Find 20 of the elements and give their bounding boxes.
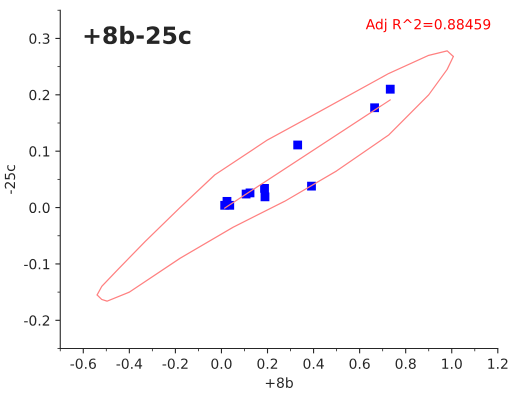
y-tick-label: -0.1	[24, 258, 50, 270]
x-tick-label: 0.4	[303, 358, 324, 369]
x-tick-label: -0.4	[116, 358, 142, 369]
x-tick-label: -0.6	[70, 358, 96, 369]
x-tick-label: 0.2	[257, 358, 278, 369]
x-tick-label: 0.0	[211, 358, 232, 369]
x-tick-label: -0.2	[162, 358, 188, 369]
x-tick-label: 1.0	[442, 358, 462, 369]
x-tick-label: 0.8	[396, 358, 416, 369]
y-tick-label: 0.1	[29, 146, 50, 157]
annotation: +8b-25c	[84, 26, 190, 44]
y-axis-title: -25c	[4, 165, 16, 194]
y-tick-label: -0.2	[24, 315, 50, 326]
annotation: Adj R^2=0.88459	[366, 18, 490, 32]
y-tick-label: 0.0	[29, 202, 50, 214]
x-tick-label: 0.6	[350, 358, 370, 369]
x-tick-label: 1.2	[488, 358, 508, 369]
y-tick-label: 0.2	[29, 90, 50, 100]
x-axis-title: +8b	[266, 377, 293, 388]
y-tick-label: 0.3	[29, 33, 50, 44]
